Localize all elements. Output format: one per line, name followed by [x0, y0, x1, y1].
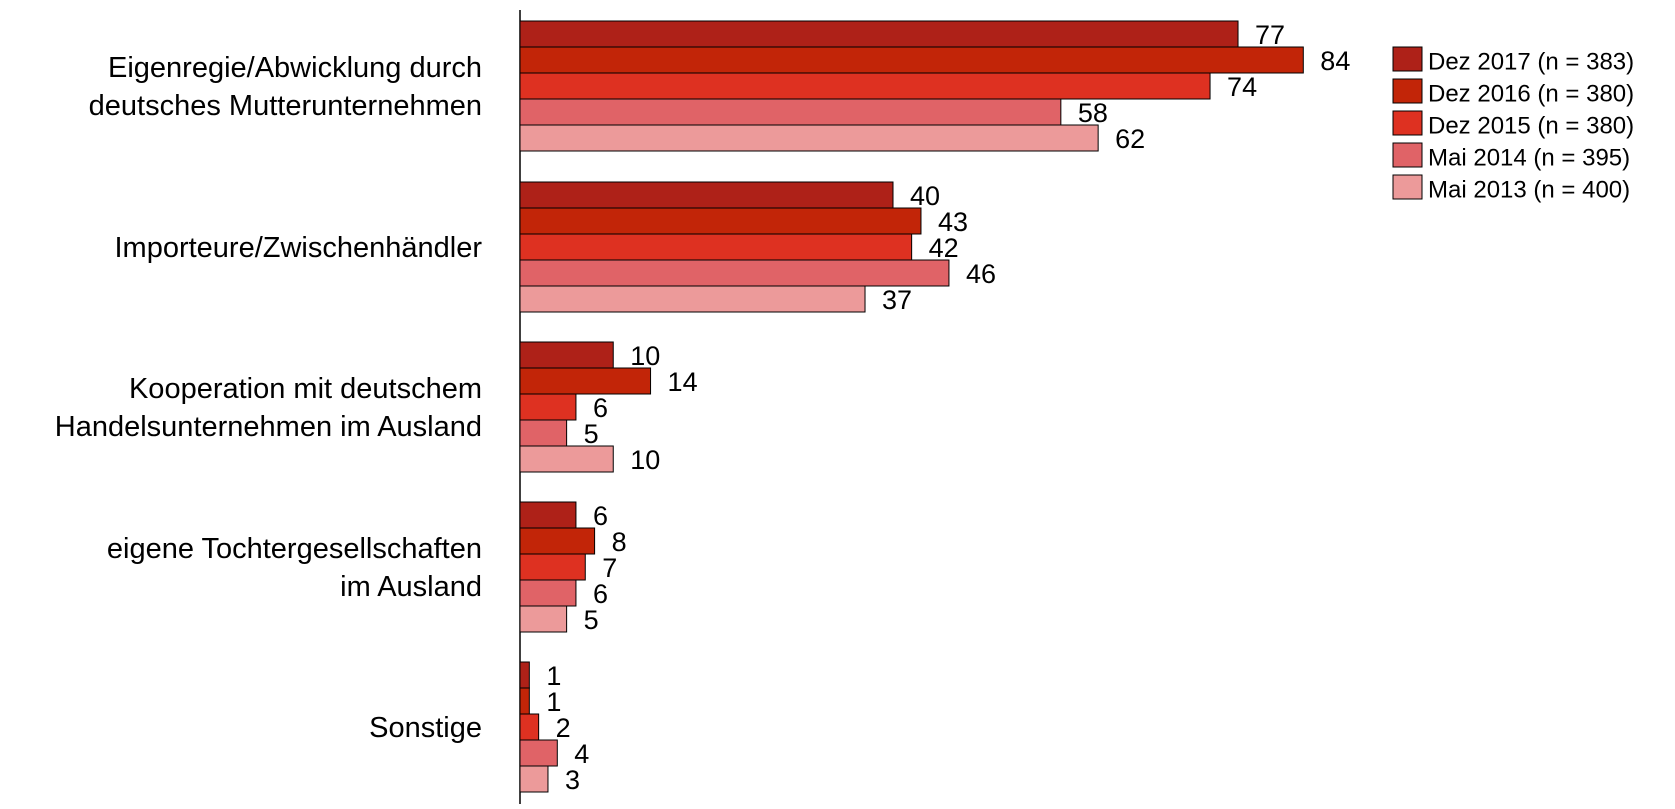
bar	[519, 181, 894, 209]
bar	[519, 445, 614, 473]
data-label: 7	[602, 553, 617, 583]
bar	[519, 207, 922, 235]
legend-label: Mai 2014 (n = 395)	[1428, 145, 1630, 172]
bar	[519, 739, 558, 767]
category-label: eigene Tochtergesellschaften	[107, 533, 482, 565]
data-label: 1	[546, 661, 561, 691]
data-label: 6	[593, 393, 608, 423]
bar	[519, 98, 1062, 126]
category-label: Eigenregie/Abwicklung durch	[108, 52, 482, 84]
legend-label: Dez 2016 (n = 380)	[1428, 81, 1634, 108]
data-label: 3	[565, 765, 580, 795]
bar	[519, 233, 913, 261]
data-label: 10	[630, 445, 660, 475]
data-label: 5	[584, 605, 599, 635]
bar	[519, 605, 568, 633]
category-label: Sonstige	[369, 712, 482, 744]
data-label: 8	[612, 527, 627, 557]
legend-label: Dez 2017 (n = 383)	[1428, 49, 1634, 76]
legend-swatch	[1392, 78, 1423, 104]
bar	[519, 501, 577, 529]
bar	[519, 46, 1304, 74]
data-label: 62	[1115, 124, 1145, 154]
bar	[519, 367, 652, 395]
bar	[519, 713, 540, 741]
bar	[519, 20, 1239, 48]
data-label: 77	[1255, 20, 1285, 50]
data-label: 14	[668, 367, 698, 397]
data-label: 1	[546, 687, 561, 717]
bar	[519, 661, 530, 689]
bar	[519, 124, 1099, 152]
data-label: 74	[1227, 72, 1257, 102]
bar	[519, 553, 586, 581]
bar	[519, 579, 577, 607]
category-label: im Ausland	[340, 571, 482, 603]
legend-swatch	[1392, 46, 1423, 72]
legend-swatch	[1392, 142, 1423, 168]
bar	[519, 72, 1211, 100]
data-label: 46	[966, 259, 996, 289]
data-label: 6	[593, 501, 608, 531]
legend-label: Mai 2013 (n = 400)	[1428, 177, 1630, 204]
legend-label: Dez 2015 (n = 380)	[1428, 113, 1634, 140]
data-label: 2	[556, 713, 571, 743]
category-label: Kooperation mit deutschem	[129, 373, 482, 405]
data-label: 4	[574, 739, 589, 769]
bar	[519, 419, 568, 447]
legend-swatch	[1392, 110, 1423, 136]
data-label: 37	[882, 285, 912, 315]
bar	[519, 341, 614, 369]
bar	[519, 285, 866, 313]
bar	[519, 765, 549, 793]
data-label: 10	[630, 341, 660, 371]
data-label: 42	[929, 233, 959, 263]
category-label: Importeure/Zwischenhändler	[114, 232, 482, 264]
bar	[519, 259, 950, 287]
legend-swatch	[1392, 174, 1423, 200]
bar	[519, 393, 577, 421]
bar	[519, 687, 530, 715]
data-label: 84	[1320, 46, 1350, 76]
category-label: deutsches Mutterunternehmen	[89, 90, 482, 122]
data-label: 6	[593, 579, 608, 609]
bar	[519, 527, 596, 555]
data-label: 58	[1078, 98, 1108, 128]
data-label: 40	[910, 181, 940, 211]
data-label: 5	[584, 419, 599, 449]
data-label: 43	[938, 207, 968, 237]
category-label: Handelsunternehmen im Ausland	[55, 411, 482, 443]
